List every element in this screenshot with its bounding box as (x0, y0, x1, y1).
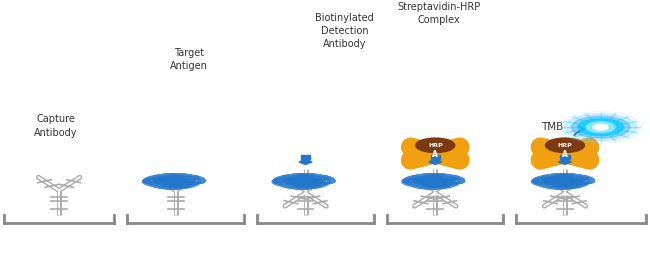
Polygon shape (560, 155, 569, 159)
Circle shape (586, 122, 615, 133)
Text: HRP: HRP (428, 143, 443, 148)
Text: HRP: HRP (558, 143, 573, 148)
Text: TMB: TMB (541, 122, 563, 132)
Polygon shape (299, 159, 312, 164)
Text: A: A (432, 150, 438, 159)
Polygon shape (301, 155, 310, 159)
Circle shape (558, 112, 643, 143)
Circle shape (571, 116, 630, 138)
Polygon shape (429, 159, 442, 164)
Text: Streptavidin-HRP
Complex: Streptavidin-HRP Complex (397, 2, 480, 25)
Polygon shape (558, 159, 571, 164)
Circle shape (578, 119, 623, 136)
Circle shape (593, 124, 608, 130)
Text: Target
Antigen: Target Antigen (170, 48, 208, 71)
Text: Biotinylated
Detection
Antibody: Biotinylated Detection Antibody (315, 13, 374, 49)
Text: A: A (562, 150, 568, 159)
Circle shape (545, 138, 584, 153)
Circle shape (416, 138, 455, 153)
Polygon shape (431, 155, 440, 159)
Text: Capture
Antibody: Capture Antibody (34, 114, 77, 138)
Circle shape (565, 114, 636, 140)
